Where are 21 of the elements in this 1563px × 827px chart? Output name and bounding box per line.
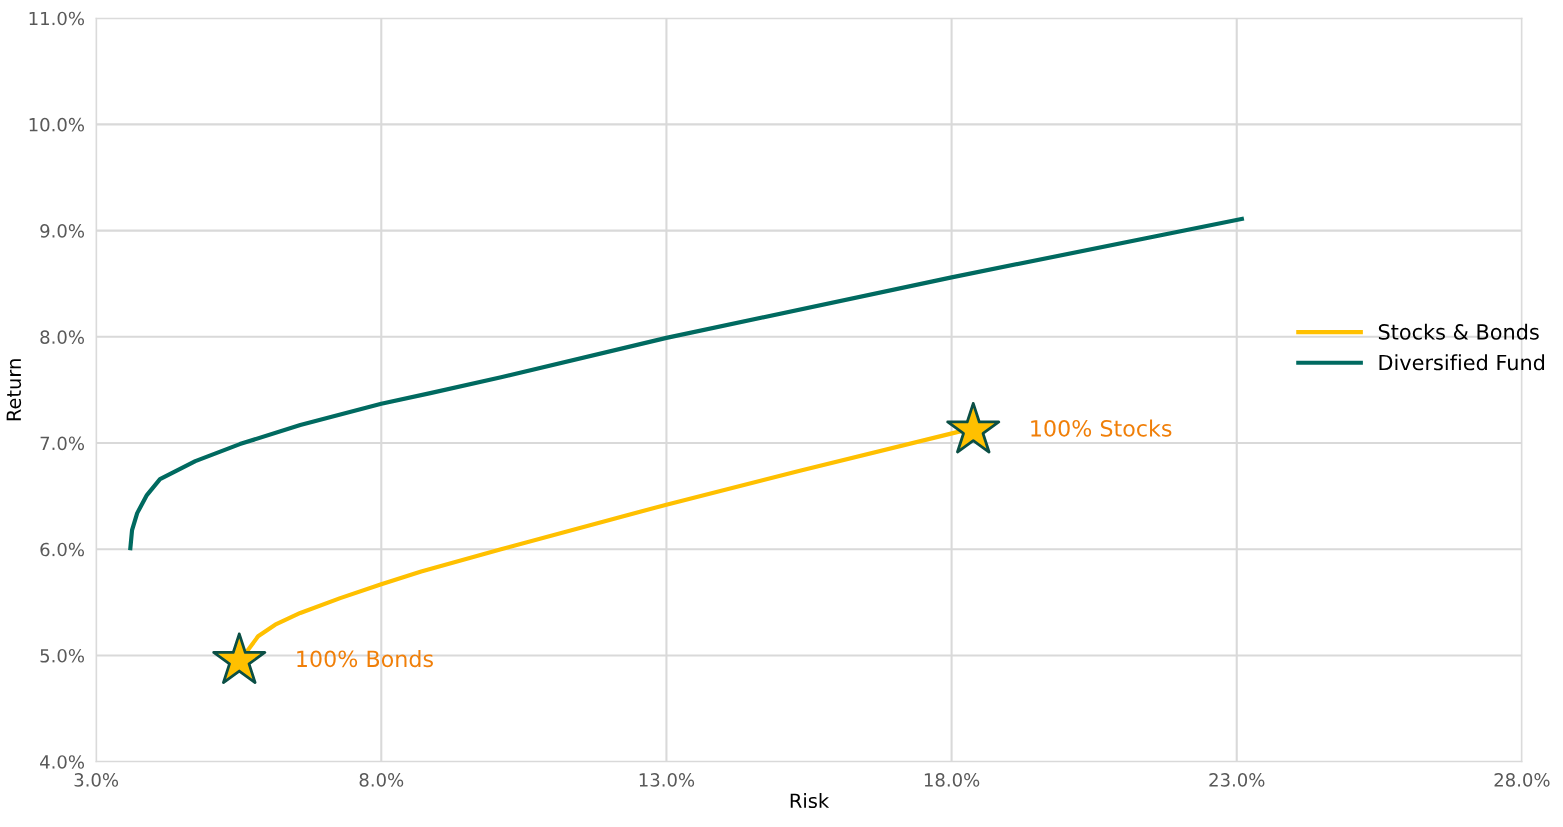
x-tick-label: 13.0% — [639, 773, 695, 787]
x-axis-title: Risk — [790, 793, 830, 809]
y-tick-label: 8.0% — [40, 330, 85, 344]
x-tick-label: 28.0% — [1494, 773, 1550, 787]
annotation: 100% Stocks — [1031, 419, 1172, 437]
legend-label: Stocks & Bonds — [1378, 323, 1539, 340]
y-tick-label: 6.0% — [40, 542, 85, 557]
y-tick-label: 5.0% — [40, 648, 85, 663]
annotation: 100% Bonds — [297, 650, 433, 668]
line-series — [128, 216, 1244, 551]
y-tick-label: 7.0% — [40, 436, 85, 451]
y-tick-label: 9.0% — [40, 224, 85, 238]
x-tick-label: 18.0% — [924, 773, 980, 787]
legend-label: Diversified Fund — [1379, 354, 1545, 371]
y-tick-label: 11.0% — [29, 11, 85, 26]
x-tick-label: 23.0% — [1209, 773, 1265, 787]
y-tick-label: 10.0% — [29, 117, 85, 132]
y-axis-title: Return — [6, 359, 22, 421]
x-tick-label: 3.0% — [74, 773, 119, 787]
y-tick-label: 4.0% — [40, 755, 85, 769]
x-tick-label: 8.0% — [359, 773, 404, 787]
